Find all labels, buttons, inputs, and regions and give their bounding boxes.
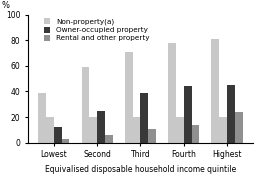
Bar xyxy=(133,117,141,143)
Bar xyxy=(227,85,235,143)
Bar xyxy=(148,129,156,143)
Bar xyxy=(62,139,69,143)
Bar xyxy=(81,67,89,143)
Bar xyxy=(141,93,148,143)
Bar xyxy=(235,112,243,143)
Bar xyxy=(168,43,176,143)
Bar xyxy=(105,135,113,143)
Bar xyxy=(97,111,105,143)
Bar xyxy=(212,39,219,143)
Y-axis label: %: % xyxy=(2,1,10,10)
Bar xyxy=(184,86,191,143)
Bar xyxy=(46,117,54,143)
Bar xyxy=(191,125,199,143)
Bar xyxy=(219,117,227,143)
Bar xyxy=(125,52,133,143)
Bar xyxy=(38,93,46,143)
Bar xyxy=(176,117,184,143)
X-axis label: Equivalised disposable household income quintile: Equivalised disposable household income … xyxy=(45,165,236,174)
Bar xyxy=(89,117,97,143)
Bar xyxy=(54,127,62,143)
Legend: Non-property(a), Owner-occupied property, Rental and other property: Non-property(a), Owner-occupied property… xyxy=(43,17,151,43)
